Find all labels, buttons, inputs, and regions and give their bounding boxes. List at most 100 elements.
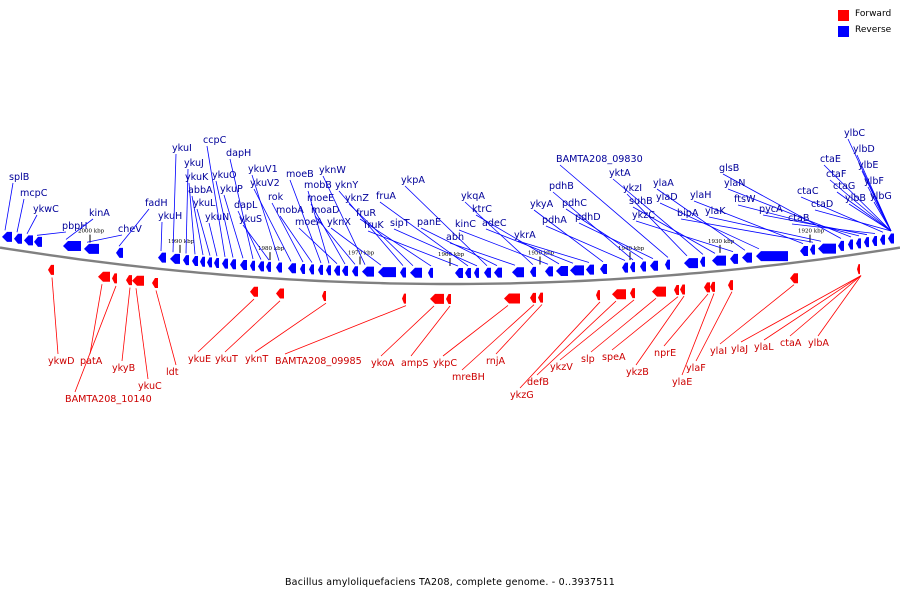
- reverse-gene-label: fadH: [145, 198, 168, 209]
- reverse-gene: [742, 252, 752, 263]
- reverse-gene: [116, 247, 123, 258]
- reverse-gene: [545, 266, 553, 277]
- forward-gene: [126, 275, 132, 286]
- reverse-leader: [338, 190, 404, 266]
- reverse-leader: [26, 214, 38, 234]
- reverse-gene-label: pbpH: [62, 221, 87, 232]
- reverse-gene-label: pycA: [759, 204, 783, 215]
- reverse-gene-label: ylaD: [656, 192, 678, 203]
- reverse-gene: [170, 253, 180, 264]
- forward-gene-label: ldt: [166, 367, 179, 378]
- forward-gene: [152, 278, 158, 289]
- reverse-gene: [800, 245, 808, 256]
- reverse-leader: [449, 242, 516, 266]
- reverse-gene-label: ykuN: [205, 212, 229, 223]
- reverse-gene-label: yknZ: [345, 193, 369, 204]
- reverse-gene: [318, 264, 323, 275]
- forward-gene-label: ykuE: [188, 354, 211, 365]
- forward-gene: [402, 293, 406, 304]
- reverse-gene-label: fruA: [376, 191, 396, 202]
- forward-leader: [663, 293, 709, 347]
- reverse-gene-label: ylaH: [690, 190, 711, 201]
- reverse-gene: [230, 259, 236, 270]
- reverse-leader: [86, 234, 123, 243]
- forward-gene: [538, 292, 543, 303]
- reverse-gene-label: moeA: [295, 217, 323, 228]
- reverse-gene: [240, 260, 247, 271]
- reverse-gene: [872, 235, 877, 246]
- tick-label: 1990 kbp: [168, 239, 195, 245]
- reverse-gene: [309, 264, 314, 275]
- reverse-gene-label: glsB: [719, 163, 739, 174]
- forward-gene: [704, 282, 710, 293]
- reverse-leader: [367, 230, 459, 267]
- reverse-gene-label: ykuO: [212, 170, 237, 181]
- forward-gene: [98, 271, 110, 282]
- reverse-gene-label: pdhD: [575, 212, 601, 223]
- reverse-leader: [223, 194, 244, 259]
- reverse-leader: [848, 203, 892, 232]
- reverse-leader: [36, 231, 67, 236]
- reverse-gene-label: ylaK: [705, 206, 726, 217]
- reverse-gene: [158, 252, 166, 263]
- reverse-gene: [288, 263, 296, 274]
- forward-leader: [284, 305, 407, 355]
- reverse-leader: [762, 214, 868, 236]
- reverse-gene-label: dapH: [226, 148, 251, 159]
- reverse-leader: [359, 218, 432, 267]
- reverse-gene: [258, 261, 264, 272]
- reverse-leader: [208, 222, 218, 257]
- reverse-gene: [880, 234, 885, 245]
- reverse-gene: [756, 251, 788, 262]
- reverse-gene-label: panE: [417, 217, 441, 228]
- reverse-gene: [192, 256, 198, 267]
- reverse-leader: [475, 214, 560, 265]
- reverse-gene: [352, 266, 358, 277]
- reverse-gene-label: pdhA: [542, 215, 567, 226]
- legend-reverse-label: Reverse: [855, 25, 892, 35]
- reverse-gene-label: dapL: [234, 200, 258, 211]
- forward-gene-label: ylbA: [808, 338, 829, 349]
- reverse-gene: [428, 267, 433, 278]
- reverse-gene-label: moeE: [307, 193, 334, 204]
- reverse-gene-label: ylbG: [870, 191, 892, 202]
- genome-caption: Bacillus amyloliquefaciens TA208, comple…: [284, 577, 616, 588]
- reverse-leader: [237, 210, 262, 260]
- reverse-leader: [196, 208, 211, 256]
- forward-gene: [504, 293, 520, 304]
- forward-gene: [250, 286, 258, 297]
- forward-gene-label: ykpC: [433, 358, 457, 369]
- reverse-gene-label: ykuS: [239, 214, 262, 225]
- reverse-gene-label: ykuV2: [250, 178, 280, 189]
- reverse-leader: [330, 227, 382, 266]
- reverse-gene: [888, 233, 894, 244]
- reverse-leader: [552, 191, 634, 261]
- reverse-gene-label: ylbD: [853, 144, 875, 155]
- forward-leader: [224, 300, 281, 353]
- reverse-gene-label: ctaE: [820, 154, 841, 165]
- forward-leader: [155, 290, 177, 366]
- legend-reverse: Reverse: [838, 24, 900, 38]
- reverse-leader: [393, 228, 478, 267]
- forward-gene-label: nprE: [654, 348, 676, 359]
- reverse-gene: [700, 256, 705, 267]
- reverse-gene-label: ykzI: [623, 183, 642, 194]
- reverse-leader: [458, 229, 549, 265]
- forward-gene-label: ykoA: [371, 358, 395, 369]
- genome-backbone: [0, 246, 900, 286]
- reverse-gene-label: sipT: [390, 218, 410, 229]
- forward-leader: [789, 275, 862, 337]
- forward-gene: [48, 264, 54, 275]
- forward-gene: [612, 289, 626, 300]
- reverse-gene: [630, 262, 635, 273]
- reverse-gene-label: ylaA: [653, 178, 674, 189]
- forward-gene-label: ylaF: [686, 363, 706, 374]
- reverse-gene-label: ctaG: [833, 181, 855, 192]
- forward-gene: [680, 284, 685, 295]
- reverse-leader: [791, 223, 876, 234]
- reverse-gene-label: ykyA: [530, 199, 554, 210]
- reverse-gene: [362, 266, 374, 277]
- reverse-leader: [659, 202, 760, 250]
- reverse-gene: [848, 239, 853, 250]
